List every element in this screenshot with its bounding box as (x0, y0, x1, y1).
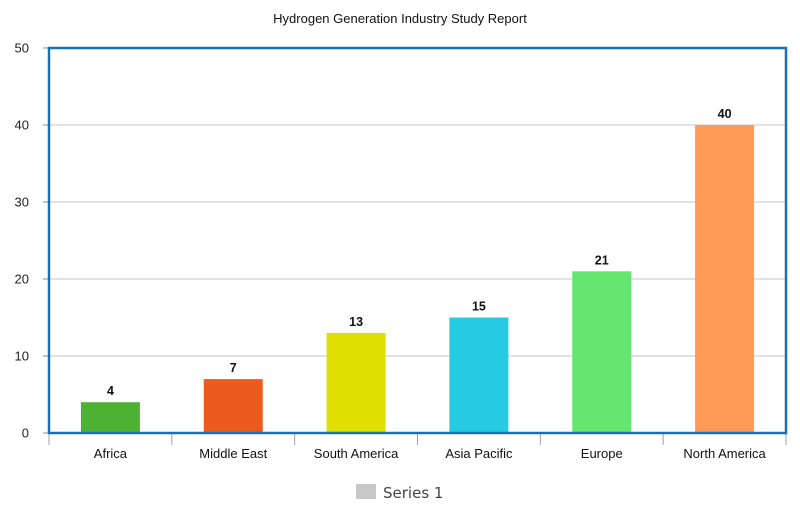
bar-africa[interactable] (80, 402, 140, 433)
y-tick-label: 20 (15, 272, 29, 287)
legend[interactable]: Series 1 (356, 484, 443, 502)
data-label: 13 (349, 315, 363, 329)
x-tick-label: Middle East (199, 446, 267, 461)
chart-title: Hydrogen Generation Industry Study Repor… (273, 11, 527, 26)
y-tick-label: 10 (15, 349, 29, 364)
data-label: 40 (718, 107, 732, 121)
y-tick-label: 40 (15, 118, 29, 133)
legend-label: Series 1 (383, 484, 443, 502)
x-tick-label: South America (314, 446, 399, 461)
x-tick-label: Asia Pacific (445, 446, 513, 461)
data-label: 21 (595, 253, 609, 267)
x-tick-label: North America (683, 446, 766, 461)
y-axis: 0 10 20 30 40 50 (15, 41, 49, 441)
data-label: 15 (472, 300, 486, 314)
bar-south-america[interactable] (326, 332, 386, 433)
gridlines (49, 124, 786, 357)
bar-europe[interactable] (572, 271, 632, 433)
x-tick-label: Europe (581, 446, 623, 461)
x-tick-label: Africa (94, 446, 128, 461)
data-label: 4 (107, 384, 114, 398)
bar-middle-east[interactable] (203, 379, 263, 433)
data-label: 7 (230, 361, 237, 375)
legend-swatch (356, 484, 376, 499)
y-tick-label: 50 (15, 41, 29, 56)
bar-asia-pacific[interactable] (449, 317, 509, 434)
bars: 4 7 13 15 21 40 (80, 107, 755, 434)
plot-frame (47, 46, 788, 435)
y-tick-label: 30 (15, 195, 29, 210)
bar-north-america[interactable] (695, 125, 755, 433)
x-axis: Africa Middle East South America Asia Pacif… (48, 433, 787, 461)
y-tick-label: 0 (22, 426, 29, 441)
